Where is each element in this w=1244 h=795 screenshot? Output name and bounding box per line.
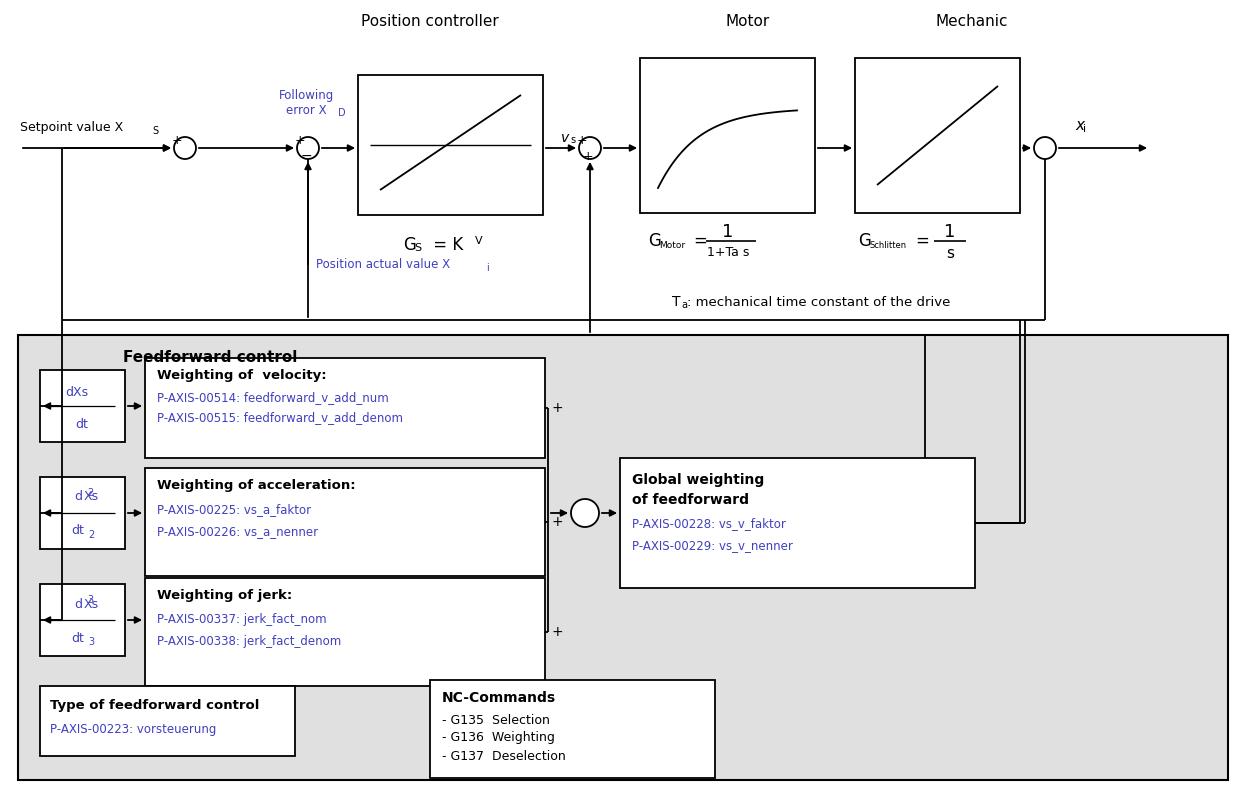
Text: dt: dt	[72, 525, 85, 537]
Text: Xs: Xs	[83, 491, 98, 503]
Text: i: i	[486, 263, 489, 273]
Bar	[40, 686, 295, 756]
Text: dXs: dXs	[66, 386, 88, 398]
Text: Weighting of acceleration:: Weighting of acceleration:	[157, 479, 356, 492]
Text: i: i	[1084, 124, 1086, 134]
Text: error X: error X	[286, 103, 326, 117]
Bar	[146, 358, 545, 458]
Bar	[620, 458, 975, 588]
Text: - G137  Deselection: - G137 Deselection	[442, 750, 566, 762]
Text: x: x	[1075, 118, 1084, 134]
Circle shape	[1034, 137, 1056, 159]
Text: P-AXIS-00226: vs_a_nenner: P-AXIS-00226: vs_a_nenner	[157, 525, 318, 538]
Text: +: +	[551, 625, 562, 639]
Text: 2: 2	[87, 488, 93, 498]
Text: P-AXIS-00337: jerk_fact_nom: P-AXIS-00337: jerk_fact_nom	[157, 614, 327, 626]
Text: Setpoint value X: Setpoint value X	[20, 122, 123, 134]
Bar	[146, 468, 545, 576]
Text: +: +	[295, 134, 305, 148]
Text: =: =	[693, 232, 707, 250]
Text: Schlitten: Schlitten	[870, 241, 906, 250]
Bar	[639, 58, 815, 213]
Bar	[146, 578, 545, 686]
Text: −: −	[300, 149, 312, 163]
Circle shape	[578, 137, 601, 159]
Text: Weighting of jerk:: Weighting of jerk:	[157, 590, 292, 603]
Text: - G136  Weighting: - G136 Weighting	[442, 731, 555, 744]
Text: Feedforward control: Feedforward control	[123, 350, 297, 364]
Text: P-AXIS-00225: vs_a_faktor: P-AXIS-00225: vs_a_faktor	[157, 503, 311, 517]
Circle shape	[297, 137, 318, 159]
Text: =: =	[916, 232, 929, 250]
Text: G: G	[648, 232, 661, 250]
Text: s: s	[945, 246, 954, 261]
Text: Motor: Motor	[726, 14, 770, 29]
Text: v: v	[561, 131, 570, 145]
Bar	[855, 58, 1020, 213]
Circle shape	[571, 499, 600, 527]
Text: Global weighting: Global weighting	[632, 473, 764, 487]
Bar	[17, 335, 1228, 780]
Text: G: G	[403, 236, 415, 254]
Text: P-AXIS-00229: vs_v_nenner: P-AXIS-00229: vs_v_nenner	[632, 540, 792, 553]
Text: a: a	[680, 300, 687, 310]
Text: +: +	[551, 515, 562, 529]
Text: Motor: Motor	[659, 241, 685, 250]
Text: s: s	[570, 135, 575, 145]
Text: 2: 2	[88, 530, 95, 540]
Text: 1+Ta s: 1+Ta s	[707, 246, 749, 259]
Text: Following: Following	[279, 90, 333, 103]
Text: - G135  Selection: - G135 Selection	[442, 713, 550, 727]
Text: 3: 3	[88, 637, 95, 647]
Text: V: V	[475, 236, 483, 246]
Text: of feedforward: of feedforward	[632, 493, 749, 507]
Text: : mechanical time constant of the drive: : mechanical time constant of the drive	[687, 296, 950, 308]
Text: d: d	[73, 491, 82, 503]
Text: 1: 1	[944, 223, 955, 241]
Text: +: +	[551, 401, 562, 415]
Text: +: +	[172, 134, 183, 148]
Bar	[40, 477, 124, 549]
Text: P-AXIS-00514: feedforward_v_add_num: P-AXIS-00514: feedforward_v_add_num	[157, 391, 388, 405]
Text: +: +	[577, 134, 587, 148]
Text: P-AXIS-00338: jerk_fact_denom: P-AXIS-00338: jerk_fact_denom	[157, 635, 341, 649]
Text: S: S	[414, 243, 422, 253]
Text: d: d	[73, 598, 82, 611]
Text: Type of feedforward control: Type of feedforward control	[50, 700, 260, 712]
Text: D: D	[338, 108, 346, 118]
Text: Xs: Xs	[83, 598, 98, 611]
Text: 1: 1	[723, 223, 734, 241]
Text: P-AXIS-00223: vorsteuerung: P-AXIS-00223: vorsteuerung	[50, 723, 216, 736]
Bar	[358, 75, 542, 215]
Text: Position actual value X: Position actual value X	[316, 258, 450, 272]
Text: 3: 3	[87, 595, 93, 605]
Text: P-AXIS-00228: vs_v_faktor: P-AXIS-00228: vs_v_faktor	[632, 518, 786, 530]
Text: Weighting of  velocity:: Weighting of velocity:	[157, 370, 327, 382]
Text: Position controller: Position controller	[361, 14, 499, 29]
Text: dt: dt	[72, 631, 85, 645]
Bar	[40, 584, 124, 656]
Text: +: +	[582, 150, 593, 164]
Text: Mechanic: Mechanic	[935, 14, 1008, 29]
Text: G: G	[858, 232, 871, 250]
Bar	[40, 370, 124, 442]
Circle shape	[174, 137, 197, 159]
Text: P-AXIS-00515: feedforward_v_add_denom: P-AXIS-00515: feedforward_v_add_denom	[157, 412, 403, 425]
Text: = K: = K	[428, 236, 463, 254]
Text: T: T	[672, 295, 680, 309]
Text: S: S	[152, 126, 158, 136]
Bar	[430, 680, 715, 778]
Text: NC-Commands: NC-Commands	[442, 691, 556, 705]
Text: dt: dt	[76, 417, 88, 431]
